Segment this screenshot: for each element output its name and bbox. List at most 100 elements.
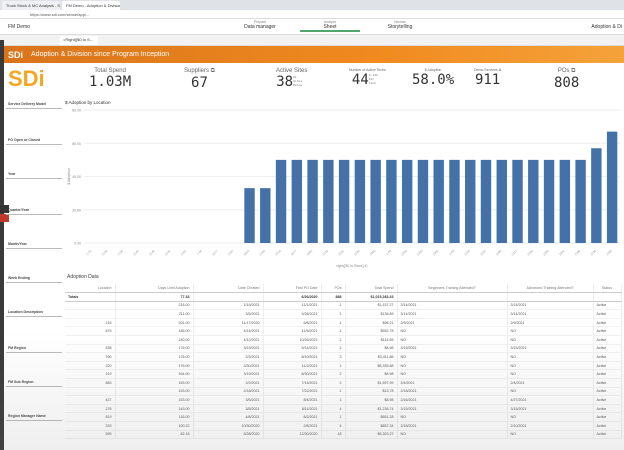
column-header[interactable]: Date Created: [193, 284, 264, 294]
column-header[interactable]: Location: [65, 284, 116, 294]
table-cell: [65, 335, 116, 345]
table-row: 760 176.00 2/3/2021 8/10/2021 3 $3,411.86 NO NO…: [65, 352, 622, 362]
table-cell: $857.34: [345, 421, 398, 431]
filter-fm-sub-region[interactable]: FM Sub Region: [6, 378, 62, 387]
bar: [591, 148, 602, 243]
browser-tab[interactable]: Truck Stock & MC Analysis - Sc: [2, 1, 60, 10]
x-tick-label: 2145: [148, 249, 156, 257]
bar: [260, 188, 271, 243]
table-cell: Active: [593, 301, 622, 311]
kpi-label: POs ⧉: [557, 68, 576, 74]
kpi-value: 38: [276, 74, 294, 90]
table-cell: 163.00: [115, 378, 194, 388]
bar: [465, 159, 476, 243]
column-header[interactable]: POs: [321, 284, 346, 294]
filter-month-year[interactable]: Month/Year: [6, 240, 62, 249]
kpi-active-sites: Active Sites 3861 Sites Below: [276, 68, 307, 90]
browser-tab-active[interactable]: FM Demo - Adoption & Division: [62, 1, 120, 10]
sheet-title: Adoption & Division since Program Incept…: [31, 51, 170, 58]
left-edge: [0, 40, 4, 450]
filter-location-description[interactable]: Location Description: [6, 308, 62, 317]
table-cell: 8/11/2021: [263, 404, 322, 414]
table-row: 218 201.00 11/17/2020 6/8/2021 1 $98.21 2/9/20…: [65, 318, 622, 328]
bar: [512, 159, 523, 243]
table-cell: [397, 292, 508, 302]
filter-week-ending[interactable]: Week Ending: [6, 274, 62, 283]
table-cell: [65, 387, 116, 397]
table-cell: 1/19/2021: [193, 301, 264, 311]
x-tick-label: 2219: [274, 249, 282, 257]
nav-label: Storytelling: [387, 24, 413, 30]
nav-prepare[interactable]: Prepare Data manager: [230, 20, 290, 30]
column-header[interactable]: Days Until Adoption: [115, 284, 194, 294]
x-tick-label: 2136: [117, 249, 125, 257]
y-tick-label: 80.00: [72, 109, 81, 113]
table-cell: NO: [507, 369, 594, 380]
filter-quarter-year[interactable]: Quarter/Year: [6, 206, 62, 215]
table-cell: Totals: [65, 292, 116, 302]
nav-analyze[interactable]: Analyze Sheet: [300, 20, 360, 32]
table-cell: 116.00: [115, 412, 194, 422]
table-cell: 4/8/2021: [193, 412, 264, 422]
sheet-selector[interactable]: Adoption & Di: [591, 24, 622, 30]
table-cell: 4: [321, 404, 346, 414]
filter-service-delivery-model[interactable]: Service Delivery Model: [6, 100, 62, 109]
table-cell: 153.00: [115, 387, 194, 397]
filter-region-manager-name[interactable]: Region Manager Name: [6, 412, 62, 421]
totals-row: Totals 77.33 6/26/2020 888 $1,015,283.43: [65, 292, 622, 302]
table-cell: 3/15/2021: [397, 344, 508, 354]
x-tick-label: 9015: [243, 249, 251, 257]
table-cell: 180.00: [115, 335, 194, 345]
table-row: 153.00 2/18/2021 7/22/2021 1 $13.78 2/18/2021…: [65, 387, 622, 397]
table-cell: 3/19/2021: [193, 369, 264, 380]
x-tick-label: 1-08: [385, 249, 392, 256]
table-cell: $6,303.27: [345, 430, 398, 440]
x-tick-label: 2218: [479, 249, 487, 257]
table-cell: NO: [507, 361, 594, 371]
filter-year[interactable]: Year: [6, 170, 62, 179]
table-title: Adoption Data: [67, 274, 99, 280]
kpi-pos[interactable]: POs ⧉ 808: [554, 68, 579, 91]
overlay-icon[interactable]: [0, 205, 9, 213]
table-cell: 3/14/2021: [507, 309, 594, 319]
table-cell: Active: [593, 326, 622, 337]
x-tick-label: 2296: [495, 249, 503, 257]
bar: [386, 159, 397, 243]
app-name[interactable]: FM Demo: [8, 24, 30, 30]
kpi-suppliers[interactable]: Suppliers ⧉ 67: [184, 68, 215, 91]
x-tick-label: 2167: [227, 249, 235, 257]
column-header[interactable]: Status: [593, 284, 622, 294]
table-cell: 4/14/2021: [193, 326, 264, 337]
nav-narrate[interactable]: Narrate Storytelling: [370, 20, 430, 30]
kpi-sub: 5.14k Per Tech: [368, 73, 378, 85]
kpi-value: 911: [474, 72, 501, 88]
table-cell: 2/9/2021: [397, 318, 508, 328]
table-cell: 8/30/2021: [263, 369, 322, 380]
column-header[interactable]: Total Spend: [345, 284, 398, 294]
data-table: Location Days Until Adoption Date Created F…: [65, 284, 622, 440]
filter-po-open-or-closed[interactable]: PO Open or Closed: [6, 136, 62, 145]
y-axis-label: $ Adoption: [67, 168, 71, 185]
filter-fm-region[interactable]: FM Region: [6, 344, 62, 353]
table-cell: 5/28/2020: [193, 430, 264, 440]
table-cell: NO: [397, 326, 508, 337]
table-cell: $98.21: [345, 318, 398, 328]
kpi-label: Number of Active Techs: [349, 68, 386, 72]
column-header[interactable]: First PO Date: [263, 284, 322, 294]
table-cell: [507, 292, 594, 302]
table-row: 819 116.00 4/8/2021 8/2/2021 1 $851.28 NO NO Act…: [65, 412, 622, 422]
address-bar[interactable]: https://www.sdi.com/sense/app/...: [0, 10, 624, 19]
record-icon[interactable]: [0, 214, 9, 222]
column-header[interactable]: Advanced Training Attended?: [507, 284, 594, 294]
selection-chip[interactable]: =Right([$0 to S...: [60, 36, 98, 45]
table-cell: $552.78: [345, 326, 398, 337]
y-tick-label: 0.00: [74, 242, 81, 246]
adoption-table: Adoption Data Location Days Until Adoptio…: [62, 272, 624, 450]
table-cell: [65, 309, 116, 319]
column-header[interactable]: Beginners Training Attended?: [397, 284, 508, 294]
table-cell: 220: [65, 361, 116, 371]
kpi-demo-services[interactable]: Demo Services ⧉ 911: [474, 68, 501, 88]
table-cell: 8/10/2021: [263, 352, 322, 362]
x-tick-label: 8077: [290, 249, 298, 257]
table-cell: $6,335.88: [345, 361, 398, 371]
